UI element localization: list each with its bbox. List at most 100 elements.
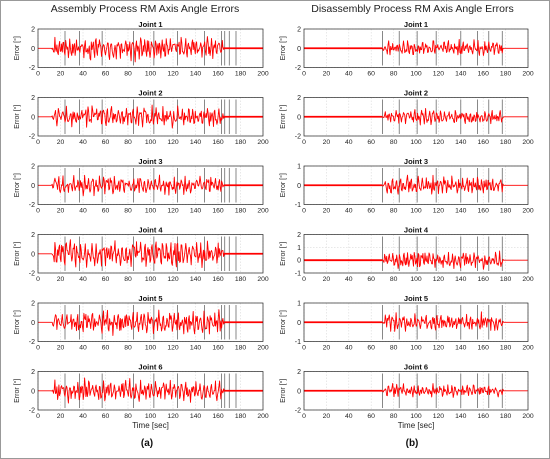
p0j4-xtick-label: 120 bbox=[167, 276, 179, 283]
p0j3-title: Joint 3 bbox=[138, 157, 162, 166]
p0j5-ytick-label: -2 bbox=[29, 339, 35, 346]
p0j4-xtick-label: 60 bbox=[102, 276, 110, 283]
p0j3-ytick-label: 2 bbox=[31, 164, 35, 171]
p0j6-xtick-label: 200 bbox=[257, 413, 269, 420]
p1j5-ytick-label: -1 bbox=[295, 339, 301, 346]
p1j4-xtick-label: 0 bbox=[302, 276, 306, 283]
p0j2-axes-box bbox=[37, 97, 264, 137]
p1j2-xtick-label: 100 bbox=[410, 139, 422, 146]
p0j1-ytick-label: 0 bbox=[31, 46, 35, 53]
p0j3-xtick-label: 160 bbox=[212, 208, 224, 215]
p0j2-ytick-label: -2 bbox=[29, 134, 35, 141]
p1j6-xtick-label: 180 bbox=[500, 413, 512, 420]
p0j1-xtick-label: 100 bbox=[145, 71, 157, 78]
p1j4-xtick-label: 40 bbox=[345, 276, 353, 283]
p1j4-xtick-label: 80 bbox=[390, 276, 398, 283]
p1j6-xtick-label: 0 bbox=[302, 413, 306, 420]
p1j5-xtick-label: 200 bbox=[522, 345, 534, 352]
p1j3-xtick-label: 0 bbox=[302, 208, 306, 215]
p1j2-xtick-label: 20 bbox=[323, 139, 331, 146]
p0j1-xtick-label: 80 bbox=[124, 71, 132, 78]
p1j2-xtick-label: 0 bbox=[302, 139, 306, 146]
p0j4-xtick-label: 160 bbox=[212, 276, 224, 283]
p0j1-xtick-label: 0 bbox=[36, 71, 40, 78]
p0j6-xtick-label: 20 bbox=[57, 413, 65, 420]
p1j1-title: Joint 1 bbox=[404, 20, 428, 29]
p0j3-xtick-label: 0 bbox=[36, 208, 40, 215]
p0j3-axes-box bbox=[37, 165, 264, 205]
p0j1-ylabel: Error [°] bbox=[13, 36, 21, 60]
p1j3-xtick-label: 120 bbox=[433, 208, 445, 215]
p0j5-xtick-label: 200 bbox=[257, 345, 269, 352]
p1j3-xtick-label: 200 bbox=[522, 208, 534, 215]
p0j5-xtick-label: 100 bbox=[145, 345, 157, 352]
p0j1-axes-box bbox=[37, 28, 264, 68]
p1j3-axes-box bbox=[303, 165, 529, 205]
p0j4-axes-box bbox=[37, 234, 264, 274]
p0j4-xtick-label: 180 bbox=[235, 276, 247, 283]
p0j5-ytick-label: 0 bbox=[31, 320, 35, 327]
p1j4-xtick-label: 200 bbox=[522, 276, 534, 283]
p1j6-xtick-label: 20 bbox=[323, 413, 331, 420]
p0j5-xtick-label: 40 bbox=[79, 345, 87, 352]
p1j3-title: Joint 3 bbox=[404, 157, 428, 166]
panel-a-caption: (a) bbox=[140, 438, 154, 449]
p0j4-xtick-label: 80 bbox=[124, 276, 132, 283]
p0j2-xtick-label: 20 bbox=[57, 139, 65, 146]
p0j5-xtick-label: 20 bbox=[57, 345, 65, 352]
p0j1-xtick-label: 20 bbox=[57, 71, 65, 78]
p1j1-ytick-label: 0 bbox=[297, 46, 301, 53]
p0j1-xtick-label: 180 bbox=[235, 71, 247, 78]
p1j2-ytick-label: -2 bbox=[295, 134, 301, 141]
p0j2-xtick-label: 180 bbox=[235, 139, 247, 146]
p0j2-ytick-label: 0 bbox=[31, 114, 35, 121]
p1j4-ytick-label: 0 bbox=[297, 258, 301, 265]
p0j6-xtick-label: 40 bbox=[79, 413, 87, 420]
p0j6-xtick-label: 60 bbox=[102, 413, 110, 420]
p0j6-xtick-label: 0 bbox=[36, 413, 40, 420]
p1j2-title: Joint 2 bbox=[404, 89, 428, 98]
p1-xlabel: Time [sec] bbox=[398, 421, 435, 430]
p1j4-ylabel: Error [°] bbox=[279, 242, 287, 266]
p0j5-axes-box bbox=[37, 302, 264, 342]
panel-b-title: Disassembly Process RM Axis Angle Errors bbox=[311, 3, 514, 15]
p1j1-ylabel: Error [°] bbox=[279, 36, 287, 60]
p1j3-xtick-label: 180 bbox=[500, 208, 512, 215]
p0-xlabel: Time [sec] bbox=[132, 421, 169, 430]
p1j5-ytick-label: 1 bbox=[297, 301, 301, 308]
p0j5-xtick-label: 120 bbox=[167, 345, 179, 352]
p1j5-ylabel: Error [°] bbox=[279, 310, 287, 334]
p0j4-title: Joint 4 bbox=[138, 226, 163, 235]
p0j6-ytick-label: 2 bbox=[31, 369, 35, 376]
p1j2-xtick-label: 160 bbox=[478, 139, 490, 146]
p1j6-ylabel: Error [°] bbox=[279, 379, 287, 403]
p0j6-xtick-label: 160 bbox=[212, 413, 224, 420]
p1j5-xtick-label: 80 bbox=[390, 345, 398, 352]
p0j4-ytick-label: -2 bbox=[29, 271, 35, 278]
p0j3-xtick-label: 80 bbox=[124, 208, 132, 215]
p1j5-xtick-label: 60 bbox=[367, 345, 375, 352]
p0j3-ylabel: Error [°] bbox=[13, 173, 21, 197]
p0j3-xtick-label: 140 bbox=[190, 208, 202, 215]
p1j3-ytick-label: 0 bbox=[297, 183, 301, 190]
p1j5-xtick-label: 180 bbox=[500, 345, 512, 352]
p0j6-axes-box bbox=[37, 371, 264, 411]
p0j6-xtick-label: 80 bbox=[124, 413, 132, 420]
p0j2-xtick-label: 160 bbox=[212, 139, 224, 146]
p1j6-ytick-label: -2 bbox=[295, 408, 301, 415]
p1j3-xtick-label: 140 bbox=[455, 208, 467, 215]
p1j3-ytick-label: 1 bbox=[297, 164, 301, 171]
p0j3-xtick-label: 200 bbox=[257, 208, 269, 215]
p1j1-ytick-label: -2 bbox=[295, 65, 301, 72]
p1j6-xtick-label: 160 bbox=[478, 413, 490, 420]
p1j2-axes-box bbox=[303, 97, 529, 137]
p0j4-xtick-label: 140 bbox=[190, 276, 202, 283]
p0j2-xtick-label: 0 bbox=[36, 139, 40, 146]
p1j6-ytick-label: 2 bbox=[297, 369, 301, 376]
p0j3-xtick-label: 60 bbox=[102, 208, 110, 215]
p0j5-xtick-label: 60 bbox=[102, 345, 110, 352]
p1j6-ytick-label: 0 bbox=[297, 388, 301, 395]
p0j5-ylabel: Error [°] bbox=[13, 310, 21, 334]
p0j3-xtick-label: 120 bbox=[167, 208, 179, 215]
p1j4-title: Joint 4 bbox=[404, 226, 429, 235]
